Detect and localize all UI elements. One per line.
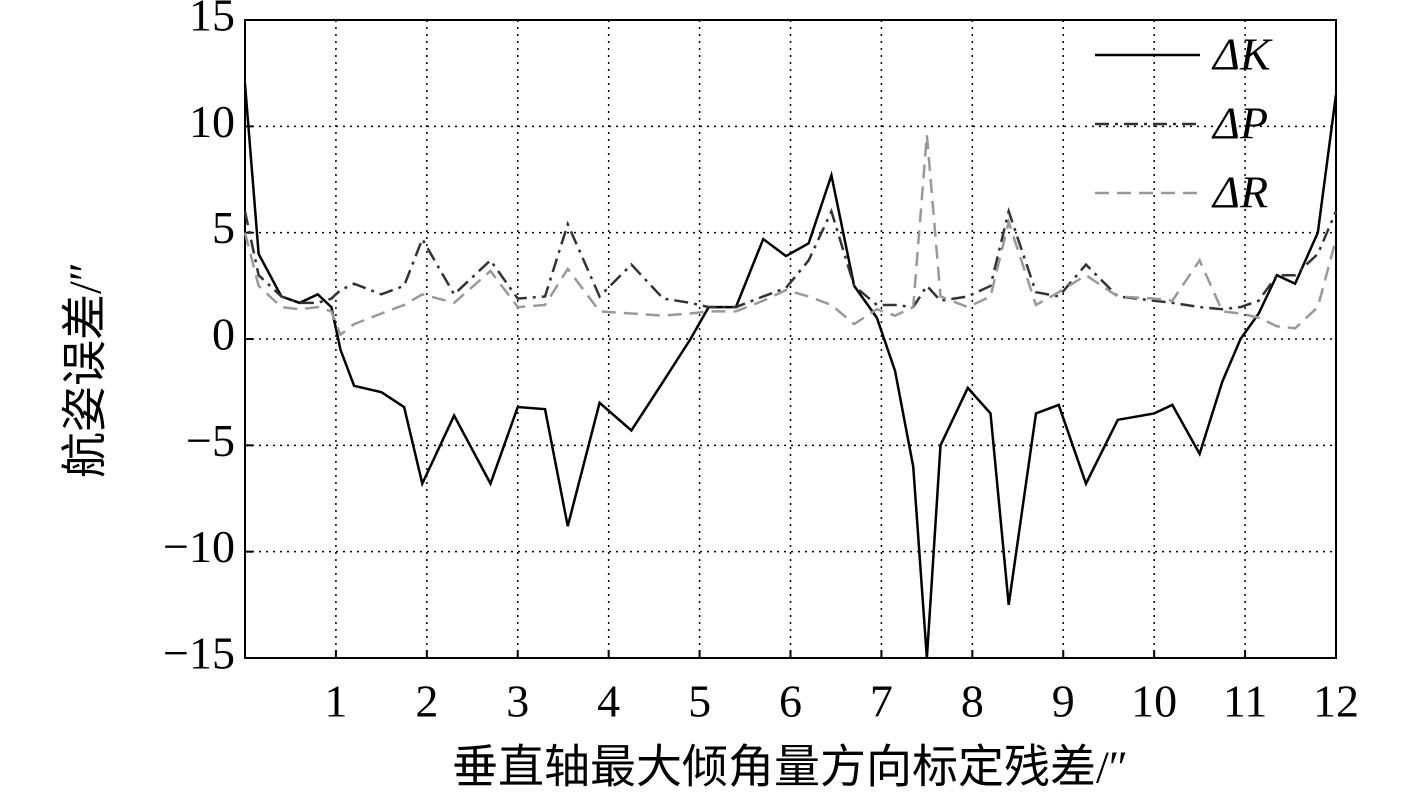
x-tick-label: 4 (597, 676, 620, 727)
x-tick-label: 8 (961, 676, 984, 727)
legend-label: ΔK (1211, 29, 1273, 80)
y-tick-label: 10 (189, 96, 235, 147)
x-tick-label: 2 (415, 676, 438, 727)
y-axis-label: 航姿误差/″ (60, 262, 111, 478)
x-tick-label: 7 (870, 676, 893, 727)
x-axis-label: 垂直轴最大倾角量方向标定残差/″ (452, 742, 1128, 793)
y-tick-label: −15 (163, 628, 235, 679)
y-tick-label: −5 (186, 415, 235, 466)
legend-label: ΔR (1211, 167, 1268, 218)
series-line (243, 83, 1338, 659)
series-line (243, 206, 1338, 311)
y-tick-label: 15 (189, 0, 235, 41)
y-tick-label: 0 (212, 309, 235, 360)
x-tick-label: 12 (1313, 676, 1359, 727)
x-tick-label: 9 (1052, 676, 1075, 727)
x-tick-label: 3 (506, 676, 529, 727)
y-tick-label: 5 (212, 202, 235, 253)
x-tick-label: 1 (324, 676, 347, 727)
x-tick-label: 5 (688, 676, 711, 727)
x-tick-label: 10 (1131, 676, 1177, 727)
x-tick-label: 6 (779, 676, 802, 727)
series-line (243, 134, 1338, 337)
legend-label: ΔP (1211, 98, 1268, 149)
y-tick-label: −10 (163, 521, 235, 572)
plot-frame (244, 19, 1337, 659)
x-tick-label: 11 (1223, 676, 1267, 727)
